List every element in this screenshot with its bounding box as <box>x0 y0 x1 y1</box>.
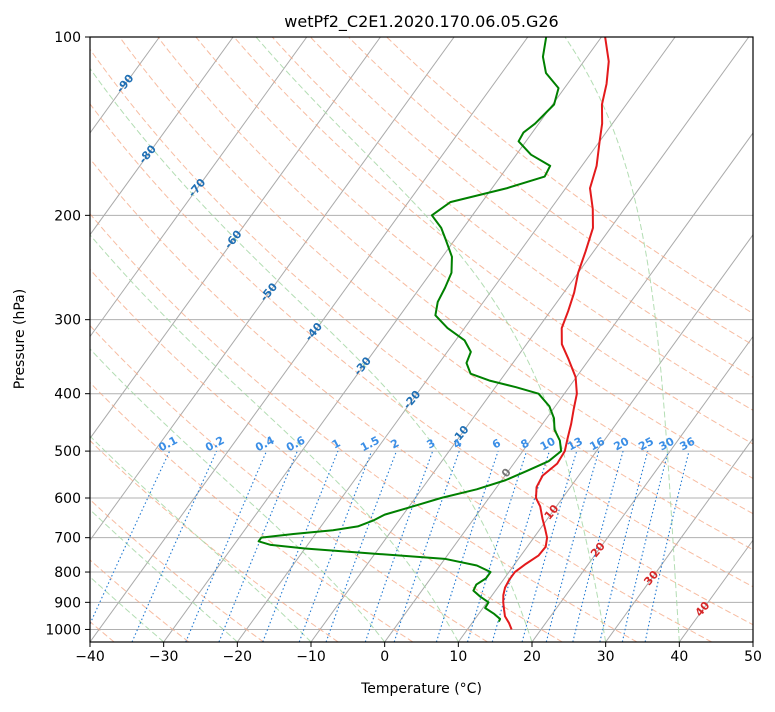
mixing-ratio-line <box>262 450 339 642</box>
dry-adiabat-line <box>195 37 753 479</box>
y-axis-ticks: 100 200 300 400 500 600 700 800 900 1000 <box>45 30 90 638</box>
isotherm-line <box>678 539 753 642</box>
mixing-ratio-line <box>325 450 397 642</box>
x-tick-label: 30 <box>597 649 615 665</box>
dry-adiabat-line <box>90 324 488 642</box>
moist-adiabat-line <box>90 509 238 642</box>
isotherm-line <box>163 37 602 642</box>
mixing-ratio-line <box>621 450 669 642</box>
y-tick-label: 800 <box>54 565 81 581</box>
mixing-ratio-label: 20 <box>612 435 632 454</box>
isotherm-line <box>531 335 753 642</box>
isotherm-line <box>90 37 308 338</box>
moist-adiabat-line <box>255 37 607 642</box>
plot-frame <box>89 36 754 643</box>
y-tick-label: 500 <box>54 444 81 460</box>
moist-adiabat-line <box>564 37 680 642</box>
mixing-ratio-line <box>435 450 499 642</box>
mixing-ratio-label: 13 <box>565 435 585 454</box>
mixing-ratio-line <box>599 450 649 642</box>
x-tick-label: −20 <box>223 649 253 665</box>
x-tick-label: 20 <box>523 649 541 665</box>
mixing-ratio-label: 16 <box>587 435 607 454</box>
plot-background <box>90 37 753 642</box>
y-tick-label: 600 <box>54 491 81 507</box>
mixing-ratio-line <box>393 450 460 642</box>
dry-adiabat-line <box>90 48 753 588</box>
moist-adiabat-line <box>90 348 386 642</box>
isotherm-line <box>384 132 753 642</box>
isotherm-line <box>90 37 234 236</box>
y-tick-label: 300 <box>54 313 81 329</box>
mixing-ratio-line <box>364 450 434 642</box>
dry-adiabat-line <box>90 498 264 642</box>
y-tick-label: 1000 <box>45 622 81 638</box>
temperature-line <box>502 37 610 630</box>
chart-title: wetPf2_C2E1.2020.170.06.05.G26 <box>284 12 558 32</box>
plot-area: -100-90-80-70-60-50-40-30-20-10010203040… <box>90 37 753 642</box>
dry-adiabat-line <box>90 213 638 642</box>
x-tick-label: 40 <box>670 649 688 665</box>
dry-adiabat-line <box>157 37 753 515</box>
mixing-ratio-line <box>521 450 578 642</box>
mixing-ratio-line <box>644 450 690 642</box>
sounding-series <box>257 37 610 630</box>
dry-adiabat-line <box>233 37 753 445</box>
dry-adiabat-line <box>119 37 753 551</box>
x-tick-label: 50 <box>744 649 762 665</box>
isotherm-line <box>90 37 455 542</box>
moist-adiabat-line <box>90 576 164 642</box>
mixing-ratio-line <box>466 450 528 642</box>
x-tick-label: −30 <box>149 649 179 665</box>
isotherm-line <box>236 37 676 642</box>
moist-adiabat-lines <box>90 37 680 642</box>
y-axis-label: Pressure (hPa) <box>12 289 28 389</box>
dry-adiabat-line <box>90 381 414 642</box>
y-tick-label: 900 <box>54 595 81 611</box>
y-tick-label: 200 <box>54 208 81 224</box>
dewpoint-line <box>257 37 563 623</box>
dry-adiabat-line <box>271 37 753 411</box>
mixing-ratio-label: 36 <box>678 435 698 454</box>
mixing-ratio-line <box>131 450 218 642</box>
isotherm-line <box>90 37 381 440</box>
mixing-ratio-label: 25 <box>636 435 656 454</box>
x-tick-label: −10 <box>296 649 326 665</box>
y-tick-label: 100 <box>54 30 81 46</box>
x-axis-label: Temperature (°C) <box>360 681 482 697</box>
mixing-ratio-line <box>572 450 624 642</box>
isotherm-line <box>90 37 529 642</box>
x-axis-ticks: −40 −30 −20 −10 0 10 20 30 40 50 <box>75 642 762 665</box>
dry-adiabat-line <box>90 157 712 642</box>
isotherm-line <box>457 233 753 642</box>
y-tick-label: 400 <box>54 387 81 403</box>
x-tick-label: −40 <box>75 649 105 665</box>
mixing-ratio-label: 10 <box>538 435 558 454</box>
y-tick-label: 700 <box>54 531 81 547</box>
moist-adiabat-line <box>90 234 459 642</box>
mixing-ratio-line <box>218 450 298 642</box>
dry-adiabat-lines <box>90 37 753 642</box>
isotherm-line <box>605 437 753 642</box>
moist-adiabat-line <box>90 435 312 642</box>
x-tick-label: 0 <box>380 649 389 665</box>
dry-adiabat-line <box>90 103 753 626</box>
mixing-ratio-line <box>298 450 373 642</box>
mixing-ratio-line <box>185 450 268 642</box>
pressure-grid <box>90 37 753 630</box>
mixing-ratio-line <box>545 450 600 642</box>
dry-adiabat-line <box>310 37 753 378</box>
mixing-ratio-label: 30 <box>657 435 677 454</box>
dry-adiabat-line <box>90 268 563 642</box>
x-tick-label: 10 <box>449 649 467 665</box>
